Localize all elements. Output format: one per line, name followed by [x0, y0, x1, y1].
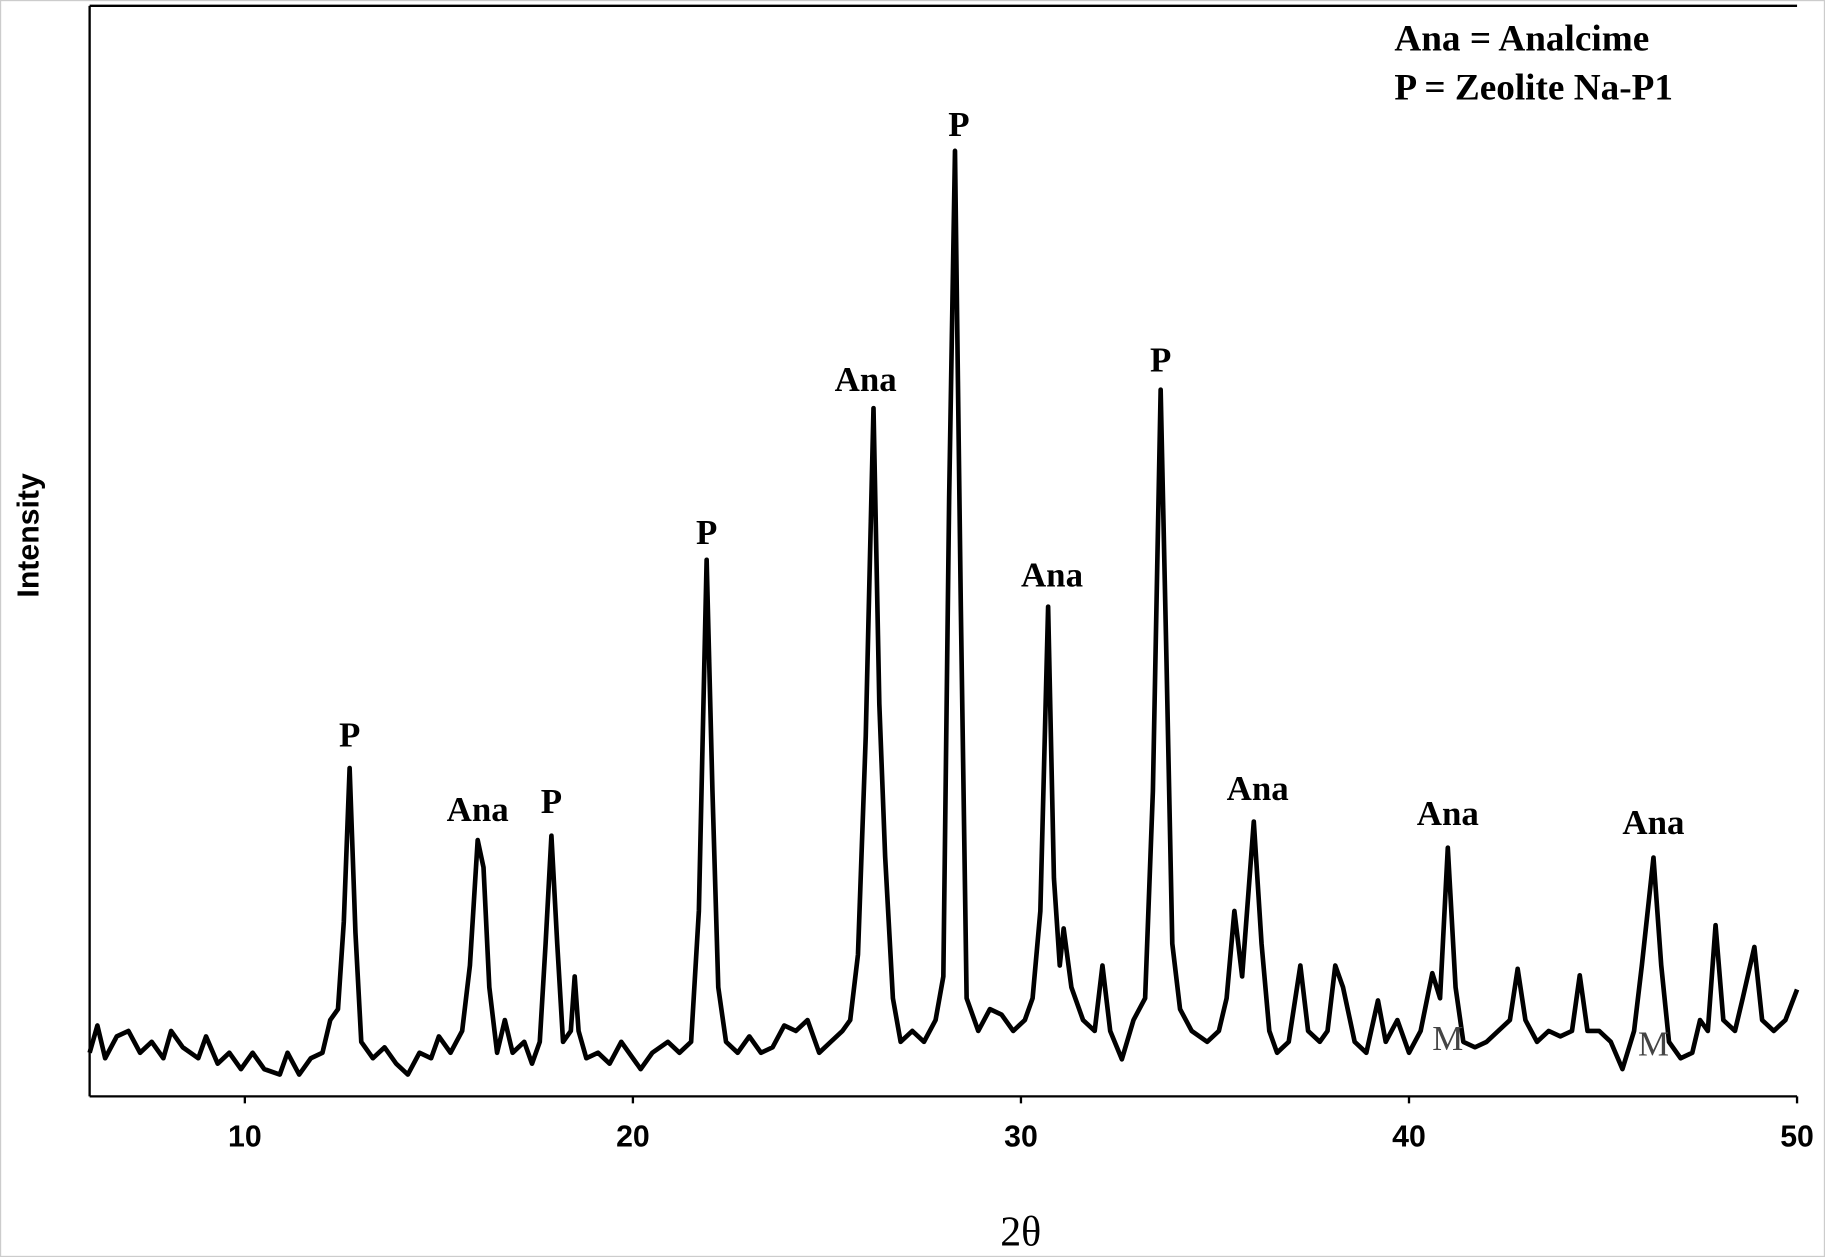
peak-label: Ana	[1227, 769, 1289, 808]
peak-label: Ana	[1021, 555, 1083, 594]
peak-label: P	[696, 513, 717, 552]
peak-label: Ana	[447, 790, 509, 829]
y-axis-label: Intensity	[12, 473, 45, 598]
x-tick-label: 40	[1392, 1120, 1426, 1153]
x-tick-label: 20	[616, 1120, 650, 1153]
peak-label: Ana	[1622, 803, 1684, 842]
x-axis-label: 2θ	[1000, 1210, 1041, 1256]
x-tick-label: 10	[228, 1120, 262, 1153]
key-text: Ana = Analcime	[1394, 18, 1649, 59]
peak-label: P	[1150, 341, 1171, 380]
x-tick-label: 50	[1780, 1120, 1814, 1153]
peak-label: P	[948, 105, 969, 144]
key-text: P = Zeolite Na-P1	[1394, 67, 1673, 108]
data-line	[87, 148, 1800, 1077]
peak-label: M	[1432, 1019, 1463, 1058]
x-tick-label: 30	[1004, 1120, 1038, 1153]
peak-label: P	[339, 716, 360, 755]
peak-label: P	[541, 782, 562, 821]
peak-label: Ana	[835, 360, 897, 399]
peak-label: M	[1638, 1024, 1669, 1063]
peak-label: Ana	[1417, 794, 1479, 833]
